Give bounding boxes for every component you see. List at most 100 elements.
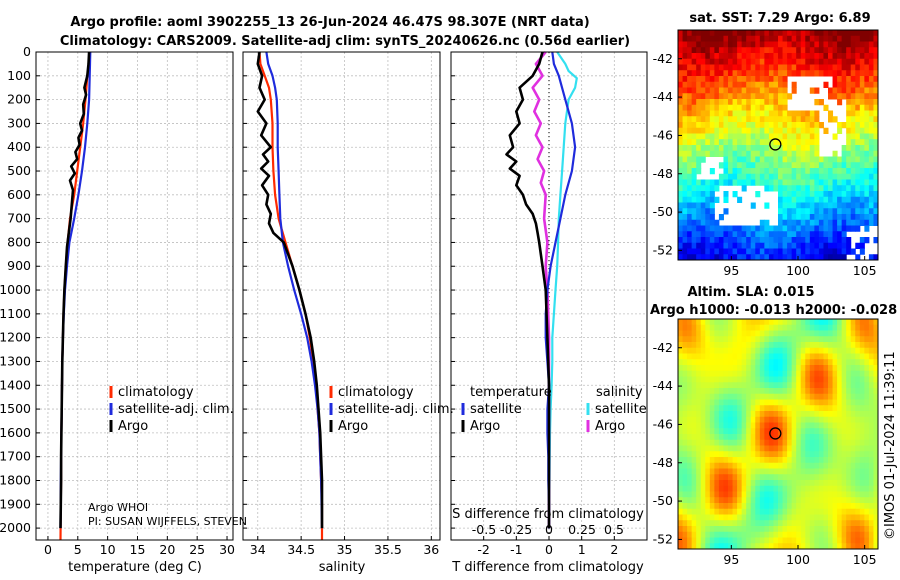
map-cell	[841, 64, 847, 71]
map-cell	[841, 47, 847, 54]
map-cell	[832, 445, 838, 452]
map-cell	[787, 41, 793, 48]
map-cell	[768, 359, 774, 366]
map-cell	[700, 324, 706, 331]
map-cell	[832, 47, 838, 54]
map-cell	[696, 248, 702, 255]
map-cell	[691, 225, 697, 232]
salinity-legend: climatology satellite-adj. clim. Argo	[329, 385, 454, 434]
map-y-tick-label: -50	[653, 204, 673, 219]
map-cell	[768, 133, 774, 140]
map-cell	[755, 359, 761, 366]
map-cell	[678, 242, 684, 249]
map-cell	[787, 145, 793, 152]
map-cell	[873, 87, 879, 94]
map-cell	[778, 411, 784, 418]
map-cell	[796, 35, 802, 42]
map-cell	[850, 480, 856, 487]
map-cell	[682, 87, 688, 94]
map-cell	[841, 514, 847, 521]
map-cell	[828, 457, 834, 464]
map-cell	[746, 225, 752, 232]
map-cell	[691, 139, 697, 146]
map-cell	[818, 491, 824, 498]
map-cell	[759, 219, 765, 226]
map-cell	[746, 70, 752, 77]
map-cell	[746, 428, 752, 435]
map-cell	[850, 173, 856, 180]
map-cell	[732, 347, 738, 354]
map-cell	[714, 30, 720, 37]
map-cell	[873, 342, 879, 349]
map-cell	[687, 428, 693, 435]
map-cell	[714, 376, 720, 383]
map-cell	[687, 376, 693, 383]
map-cell	[832, 336, 838, 343]
map-cell	[778, 196, 784, 203]
map-cell	[841, 485, 847, 492]
map-cell	[682, 451, 688, 458]
map-cell	[796, 122, 802, 129]
map-cell	[678, 365, 684, 372]
map-cell	[764, 168, 770, 175]
map-cell	[718, 526, 724, 533]
map-cell	[805, 365, 811, 372]
imos-credit: ©IMOS 01-Jul-2024 11:39:11	[883, 351, 898, 540]
map-cell	[850, 393, 856, 400]
map-cell	[841, 156, 847, 163]
map-cell	[682, 497, 688, 504]
map-cell	[750, 474, 756, 481]
map-cell	[796, 474, 802, 481]
map-cell	[846, 342, 852, 349]
map-cell	[709, 225, 715, 232]
map-cell	[768, 185, 774, 192]
map-cell	[750, 439, 756, 446]
map-cell	[778, 342, 784, 349]
map-cell	[841, 497, 847, 504]
map-cell	[678, 474, 684, 481]
map-cell	[864, 382, 870, 389]
map-cell	[787, 139, 793, 146]
map-cell	[696, 242, 702, 249]
map-cell	[691, 439, 697, 446]
map-cell	[773, 104, 779, 111]
map-cell	[737, 145, 743, 152]
map-cell	[809, 416, 815, 423]
map-cell	[873, 382, 879, 389]
map-cell	[814, 242, 820, 249]
map-cell	[750, 399, 756, 406]
map-cell	[796, 208, 802, 215]
map-cell	[823, 185, 829, 192]
map-cell	[764, 110, 770, 117]
map-cell	[741, 248, 747, 255]
map-cell	[837, 508, 843, 515]
map-cell	[723, 139, 729, 146]
map-cell	[737, 104, 743, 111]
map-cell	[782, 219, 788, 226]
map-cell	[814, 416, 820, 423]
map-cell	[737, 76, 743, 83]
map-cell	[773, 422, 779, 429]
map-cell	[814, 543, 820, 550]
map-cell	[746, 145, 752, 152]
map-cell	[855, 219, 861, 226]
map-cell	[696, 133, 702, 140]
map-cell	[850, 462, 856, 469]
map-cell	[696, 254, 702, 261]
map-cell	[700, 76, 706, 83]
map-cell	[696, 508, 702, 515]
map-cell	[855, 208, 861, 215]
map-cell	[691, 457, 697, 464]
map-cell	[746, 462, 752, 469]
map-cell	[809, 411, 815, 418]
map-cell	[868, 58, 874, 65]
map-cell	[791, 41, 797, 48]
map-cell	[728, 231, 734, 238]
map-cell	[737, 526, 743, 533]
map-cell	[750, 468, 756, 475]
map-cell	[809, 342, 815, 349]
map-cell	[859, 208, 865, 215]
map-cell	[737, 451, 743, 458]
map-cell	[723, 393, 729, 400]
map-cell	[682, 127, 688, 134]
